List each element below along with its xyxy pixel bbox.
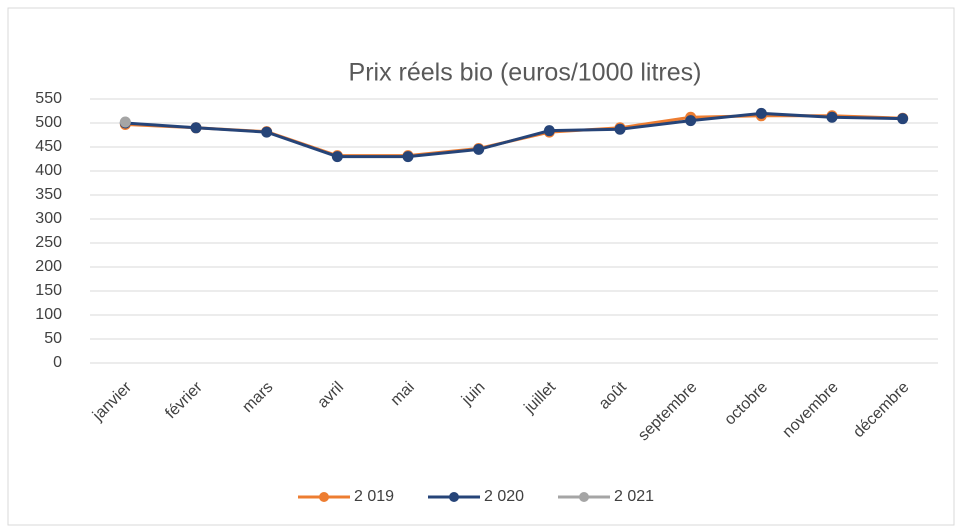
series-line: [125, 111, 903, 159]
y-tick-label: 550: [35, 90, 62, 107]
data-point: [826, 111, 838, 123]
y-tick-label: 150: [35, 282, 62, 299]
data-point: [119, 116, 131, 128]
data-point: [755, 107, 767, 119]
y-tick-label: 400: [35, 162, 62, 179]
data-point: [402, 151, 414, 163]
legend-marker: [579, 492, 589, 502]
data-point: [473, 143, 485, 155]
legend-marker: [319, 492, 329, 502]
data-point: [897, 113, 909, 125]
data-point: [261, 126, 273, 138]
y-tick-label: 250: [35, 234, 62, 251]
y-tick-label: 0: [53, 354, 62, 371]
legend-label: 2 021: [614, 488, 654, 505]
y-tick-label: 50: [44, 330, 62, 347]
data-point: [331, 151, 343, 163]
data-point: [614, 123, 626, 135]
legend-marker: [449, 492, 459, 502]
y-tick-label: 200: [35, 258, 62, 275]
data-point: [190, 122, 202, 134]
y-tick-label: 300: [35, 210, 62, 227]
data-point: [685, 115, 697, 127]
chart-title: Prix réels bio (euros/1000 litres): [349, 59, 702, 87]
legend-label: 2 020: [484, 488, 524, 505]
y-tick-label: 450: [35, 138, 62, 155]
y-tick-label: 500: [35, 114, 62, 131]
data-point: [543, 125, 555, 137]
y-tick-label: 100: [35, 306, 62, 323]
legend-label: 2 019: [354, 488, 394, 505]
y-tick-label: 350: [35, 186, 62, 203]
